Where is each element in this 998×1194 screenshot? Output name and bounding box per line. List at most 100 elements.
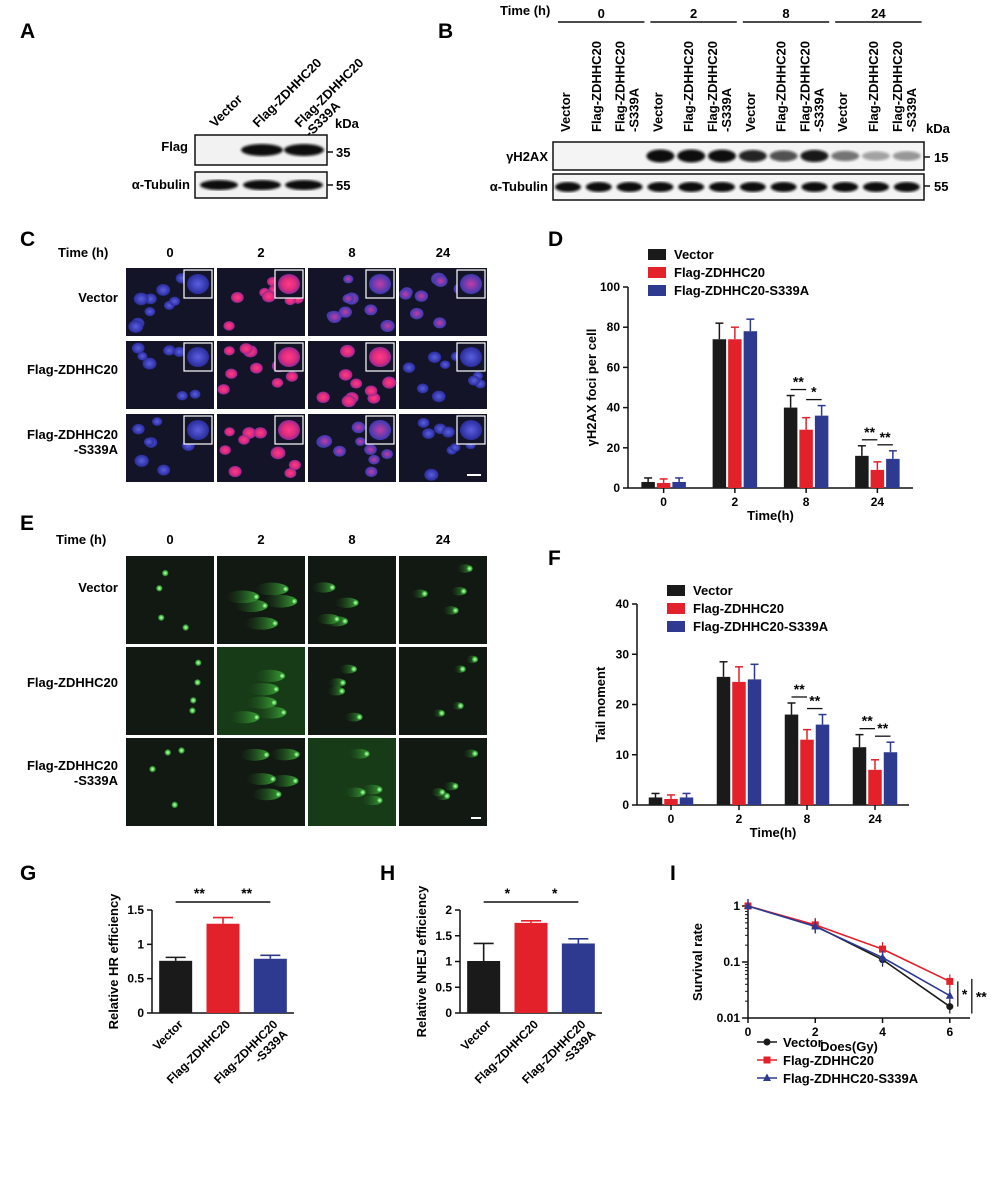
comet-e-head bbox=[466, 565, 473, 572]
y-tick-label: 1 bbox=[445, 955, 452, 969]
blot-b-tubulin-band bbox=[709, 182, 735, 192]
comet-e-head bbox=[189, 707, 196, 714]
blot-b-time-value: 0 bbox=[598, 6, 605, 21]
comet-e-image-grid: 0 2 8 24VectorFlag-ZDHHC20Flag-ZDHHC20-S339… bbox=[27, 532, 487, 826]
y-tick-label: 80 bbox=[607, 320, 621, 334]
micro-c-nucleus bbox=[355, 437, 366, 446]
blot-b-lane-label-group: Flag-ZDHHC20 bbox=[774, 41, 789, 132]
comet-e-tail bbox=[315, 613, 340, 625]
y-tick-label: 0.5 bbox=[127, 972, 144, 986]
comet-e-head bbox=[452, 782, 459, 790]
blot-b-time-value: 2 bbox=[690, 6, 697, 21]
comet-e-tail bbox=[254, 706, 287, 719]
y-tick-label: 0 bbox=[613, 481, 620, 495]
bar bbox=[784, 714, 799, 805]
legend-label: Vector bbox=[693, 583, 733, 598]
micro-c-nucleus bbox=[169, 296, 181, 306]
y-tick-label: 40 bbox=[616, 597, 630, 611]
comet-e-tail bbox=[244, 696, 277, 709]
blot-b-lane-label-group: Vector bbox=[835, 92, 850, 132]
micro-c-nucleus bbox=[340, 344, 355, 358]
micro-c-inset-nucleus bbox=[369, 274, 391, 294]
blot-b-lane-label-group: Flag-ZDHHC20 bbox=[681, 41, 696, 132]
panel-letter-e: E bbox=[20, 512, 34, 535]
blot-b-tubulin-band bbox=[801, 182, 828, 192]
comet-e-image bbox=[126, 647, 214, 735]
blot-a-band bbox=[243, 180, 281, 190]
comet-e-tail bbox=[360, 784, 383, 795]
micro-c-nucleus bbox=[223, 321, 235, 331]
blot-b-gh2ax-band bbox=[831, 150, 860, 162]
comet-e-tail bbox=[253, 669, 286, 683]
significance-label: ** bbox=[862, 713, 873, 729]
blot-b-time-value: 8 bbox=[782, 6, 789, 21]
comet-e-head bbox=[282, 585, 289, 593]
blot-a-band bbox=[200, 180, 238, 190]
comet-e-head bbox=[333, 615, 341, 623]
panel-letter-a: A bbox=[20, 20, 35, 43]
bar bbox=[814, 415, 829, 488]
y-tick-label: 2 bbox=[445, 903, 452, 917]
comet-e-row-label: -S339A bbox=[74, 773, 119, 788]
comet-e-row-label: Flag-ZDHHC20 bbox=[27, 758, 118, 773]
micro-c-nucleus bbox=[142, 357, 157, 370]
data-point bbox=[811, 922, 820, 930]
comet-e-head bbox=[471, 656, 479, 663]
y-tick-label: 1.5 bbox=[127, 903, 144, 917]
comet-e-head bbox=[421, 590, 428, 597]
legend-swatch bbox=[648, 249, 666, 260]
micro-c-inset-nucleus bbox=[369, 420, 391, 440]
significance-label: ** bbox=[794, 681, 805, 697]
comet-e-row-label: Flag-ZDHHC20 bbox=[27, 675, 118, 690]
blot-b-gh2ax-band bbox=[708, 149, 736, 163]
panel-letter-f: F bbox=[548, 547, 561, 570]
blot-b-tubulin-band bbox=[832, 182, 859, 192]
x-tick-label-group: Vector bbox=[458, 1017, 494, 1053]
legend-label: Flag-ZDHHC20 bbox=[674, 265, 765, 280]
micro-c-inset-nucleus bbox=[460, 347, 482, 367]
y-tick-label: 60 bbox=[607, 360, 621, 374]
chart-d: D 0 20 40 60 80 100 γH2AX foci per cell 0 2 8 24 Tim… bbox=[548, 228, 913, 523]
bar bbox=[656, 482, 671, 488]
x-tick-label: Vector bbox=[150, 1017, 186, 1053]
micro-c-nucleus bbox=[144, 307, 156, 317]
comet-e-head bbox=[452, 607, 459, 614]
blot-b-kda-tubulin: 55 bbox=[934, 179, 948, 194]
blot-b-tubulin-band bbox=[678, 182, 705, 192]
micro-c-time-value: 2 bbox=[257, 245, 264, 260]
micro-c-nucleus bbox=[338, 369, 353, 381]
bar bbox=[561, 943, 595, 1013]
micro-c-inset-nucleus bbox=[278, 347, 300, 367]
micro-c-nucleus bbox=[333, 445, 346, 457]
blot-a-kda-tubulin: 55 bbox=[336, 178, 350, 193]
blot-b-lane-label: Flag-ZDHHC20 bbox=[589, 41, 604, 132]
blot-b-lane-label-group: Flag-ZDHHC20 bbox=[866, 41, 881, 132]
legend-swatch bbox=[648, 267, 666, 278]
comet-e-time-value: 2 bbox=[257, 532, 264, 547]
micro-c-time-value: 8 bbox=[348, 245, 355, 260]
comet-e-head bbox=[263, 751, 270, 759]
significance-label: ** bbox=[864, 424, 875, 440]
micro-c-nucleus bbox=[381, 449, 393, 460]
x-tick-label: Vector bbox=[458, 1017, 494, 1053]
blot-b-tubulin-strip bbox=[552, 173, 925, 201]
comet-e-head bbox=[460, 588, 467, 595]
micro-c-nucleus bbox=[132, 423, 145, 435]
comet-e-head bbox=[272, 686, 280, 693]
micro-c-nucleus bbox=[338, 306, 352, 318]
micro-c-nucleus bbox=[341, 395, 357, 408]
y-tick-label: 20 bbox=[616, 698, 630, 712]
comet-e-tail bbox=[227, 711, 260, 724]
blot-b-tubulin-band bbox=[585, 182, 612, 192]
y-axis-label: Survival rate bbox=[690, 923, 705, 1001]
micro-c-inset-nucleus bbox=[187, 420, 209, 440]
blot-b-kda-header: kDa bbox=[926, 121, 951, 136]
comet-e-head bbox=[438, 709, 445, 717]
data-point bbox=[879, 945, 887, 953]
micro-c-nucleus bbox=[317, 434, 333, 448]
comet-e-tail bbox=[254, 582, 289, 596]
blot-b-gh2ax-band bbox=[738, 150, 767, 162]
x-axis-label: Time(h) bbox=[747, 508, 794, 523]
micro-c-nucleus bbox=[382, 376, 397, 389]
comet-e-head bbox=[376, 797, 383, 804]
